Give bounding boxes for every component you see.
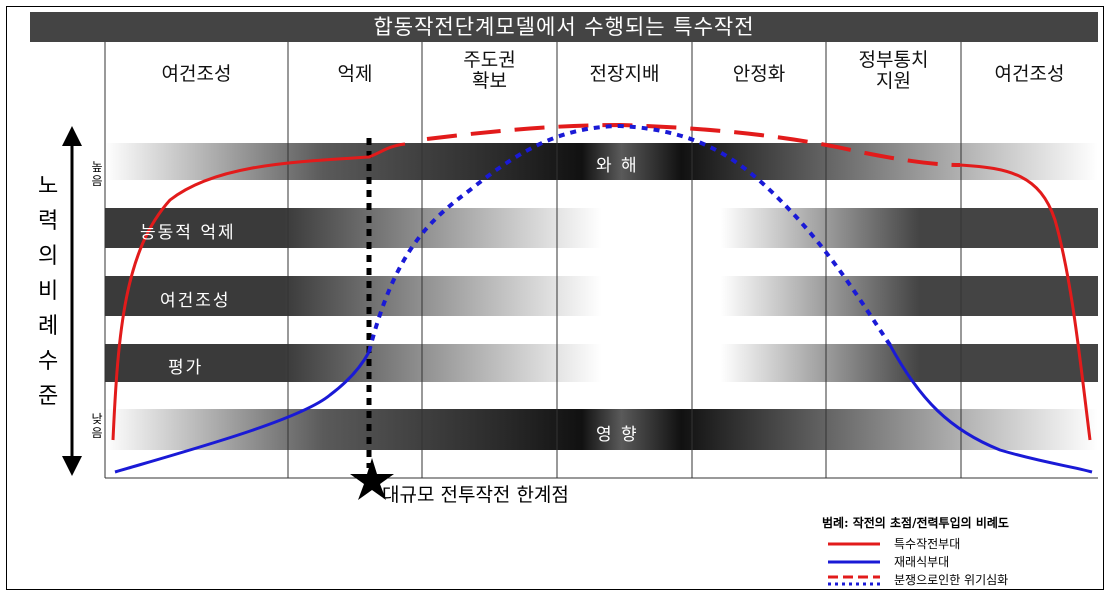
y-axis-label-char: 비 <box>38 279 59 304</box>
y-axis-label-char: 노 <box>38 174 59 199</box>
diagram-frame <box>6 6 1104 590</box>
phase-shaping-2: 여건조성 <box>994 63 1065 85</box>
phase-enable-civil-authority: 정부통치 지원 <box>858 49 929 92</box>
sof-curve <box>111 142 406 441</box>
conventional-curve-tail <box>888 344 1093 474</box>
y-axis-low-label: 낮 음 <box>90 412 104 440</box>
y-axis-label-char: 준 <box>38 384 59 409</box>
y-axis-high-label: 높 음 <box>90 160 104 188</box>
legend-label: 분쟁으로인한 위기심화 <box>894 573 1009 587</box>
phase-seize-initiative: 주도권 확보 <box>463 49 516 92</box>
band-bottom <box>105 409 1098 450</box>
threshold-star <box>350 458 394 500</box>
threshold-label: 대규모 전투작전 한계점 <box>382 484 569 506</box>
legend-swatch-conventional <box>828 560 880 564</box>
legend-label: 특수작전부대 <box>894 537 961 551</box>
band-assessment <box>105 344 1098 382</box>
phase-dominate: 전장지배 <box>589 63 660 85</box>
band-label-disruption: 와 해 <box>596 156 639 176</box>
sof-curve-tail <box>959 163 1092 441</box>
legend-swatch-crisis <box>828 575 880 586</box>
legend-swatch-sof <box>828 542 880 546</box>
conventional-dotted-curve <box>367 123 892 353</box>
y-axis-low-char: 음 <box>91 426 103 440</box>
phase-deterrence: 억제 <box>337 63 373 85</box>
y-axis-low-char: 낮 <box>91 412 103 426</box>
crisis-escalation-dashed-curve <box>426 122 961 167</box>
band-active-deterrence <box>105 208 1098 248</box>
band-label-influence: 영 향 <box>596 425 639 445</box>
y-axis-label-char: 력 <box>38 209 59 234</box>
legend: 범례: 작전의 초점/전력투입의 비례도 특수작전부대 재래식부대 분쟁으로인한… <box>822 514 1009 589</box>
y-axis-high-char: 음 <box>91 174 103 188</box>
conventional-curve <box>114 351 371 474</box>
y-axis-label-char: 례 <box>38 314 59 339</box>
legend-item-conventional: 재래식부대 <box>822 553 1009 571</box>
y-axis-label-char: 의 <box>38 244 59 269</box>
band-shaping <box>105 276 1098 316</box>
y-axis-high-char: 높 <box>91 160 103 174</box>
y-axis-label-char: 수 <box>38 349 59 374</box>
legend-item-sof: 특수작전부대 <box>822 535 1009 553</box>
legend-label: 재래식부대 <box>894 555 950 569</box>
band-label-active-deterrence: 능동적 억제 <box>140 223 236 243</box>
diagram-title: 합동작전단계모델에서 수행되는 특수작전 <box>30 12 1098 42</box>
legend-item-crisis: 분쟁으로인한 위기심화 <box>822 571 1009 589</box>
legend-title: 범례: 작전의 초점/전력투입의 비례도 <box>822 516 1009 530</box>
y-axis-arrow <box>62 126 82 476</box>
phase-dividers <box>104 42 1098 479</box>
band-label-assessment: 평가 <box>168 358 204 378</box>
phase-stabilize: 안정화 <box>732 63 786 85</box>
band-label-shaping: 여건조성 <box>160 291 231 311</box>
phase-shaping: 여건조성 <box>161 63 232 85</box>
